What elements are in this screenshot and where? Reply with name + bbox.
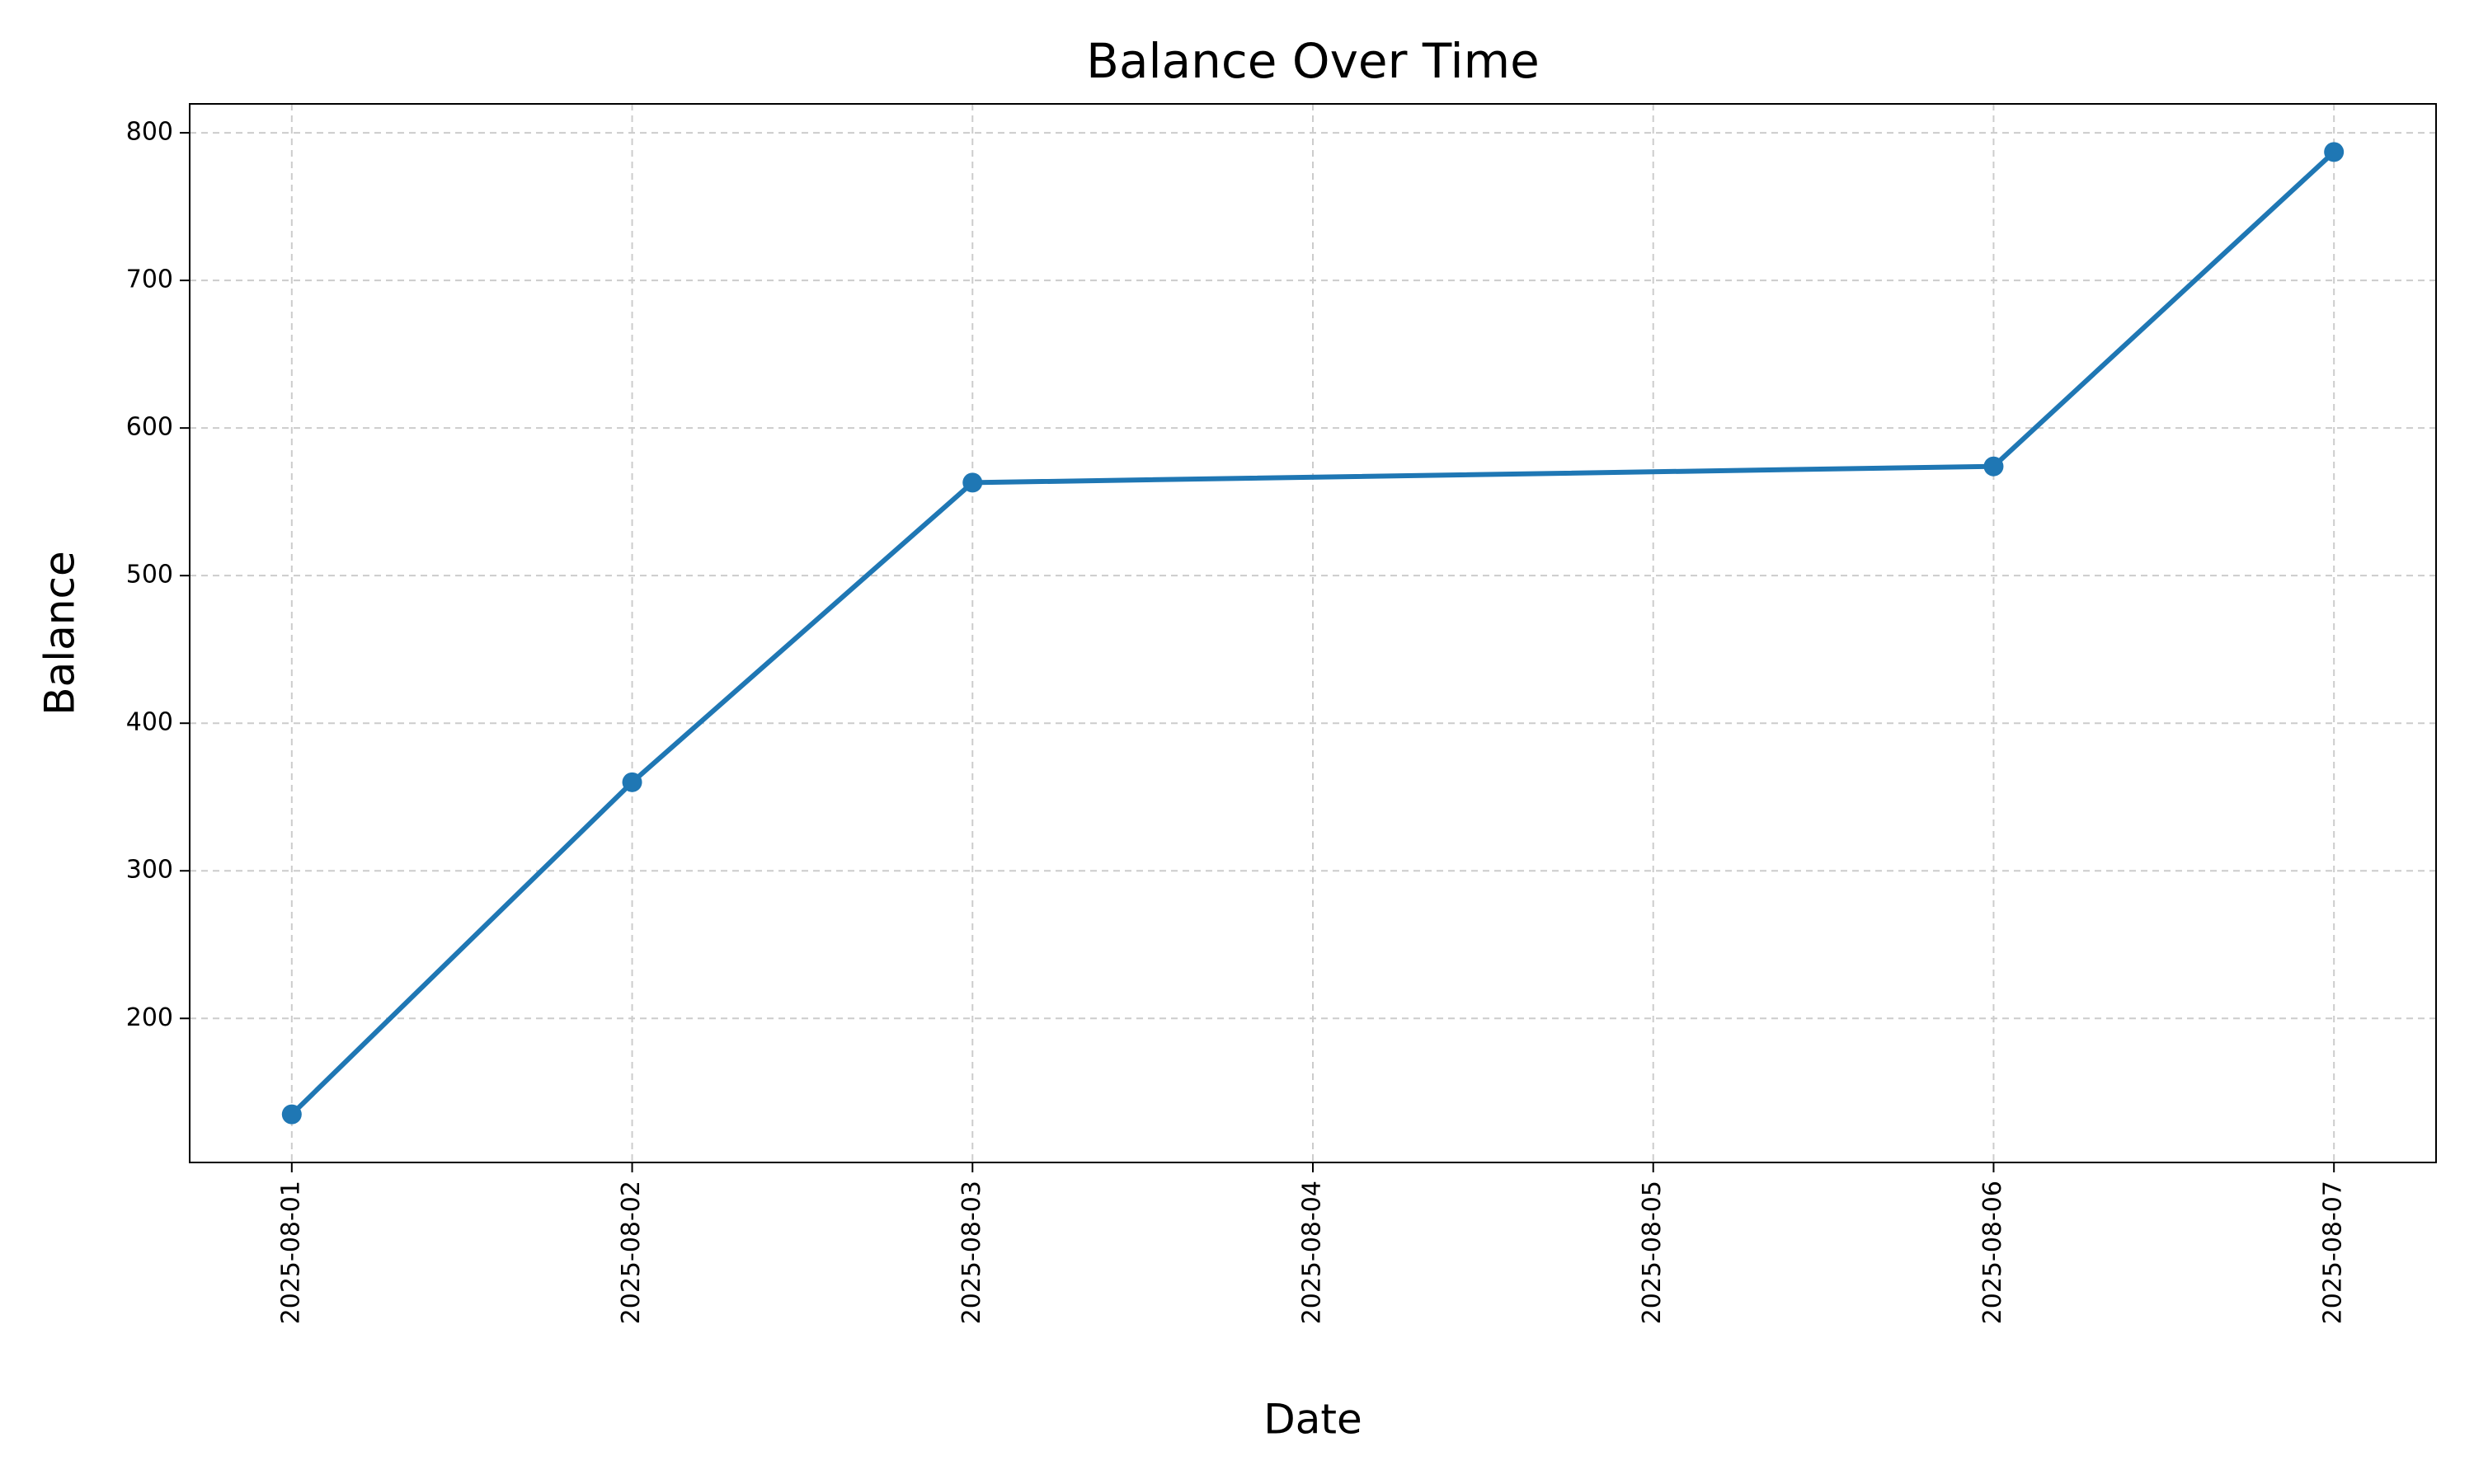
point <box>622 772 642 792</box>
y-tick-label: 500 <box>126 561 173 589</box>
y-tick-label: 200 <box>126 1003 173 1032</box>
chart-title: Balance Over Time <box>1086 33 1540 89</box>
point <box>962 472 983 493</box>
x-axis-label: Date <box>1263 1396 1362 1444</box>
x-tick-label: 2025-08-03 <box>957 1181 986 1324</box>
y-tick-label: 700 <box>126 265 173 294</box>
x-tick-label: 2025-08-05 <box>1638 1181 1667 1324</box>
y-tick-label: 300 <box>126 856 173 885</box>
x-tick-label: 2025-08-07 <box>2319 1181 2348 1324</box>
x-tick-label: 2025-08-06 <box>1978 1181 2007 1324</box>
y-tick-label: 400 <box>126 708 173 737</box>
x-tick-label: 2025-08-01 <box>276 1181 305 1324</box>
point <box>1983 456 2004 477</box>
y-tick-label: 800 <box>126 118 173 147</box>
y-axis-label: Balance <box>36 551 84 715</box>
point <box>2324 142 2345 162</box>
x-tick-label: 2025-08-02 <box>617 1181 646 1324</box>
plot-frame <box>189 103 2437 1163</box>
x-tick-label: 2025-08-04 <box>1298 1181 1327 1324</box>
point <box>281 1104 302 1125</box>
y-tick-label: 600 <box>126 413 173 442</box>
